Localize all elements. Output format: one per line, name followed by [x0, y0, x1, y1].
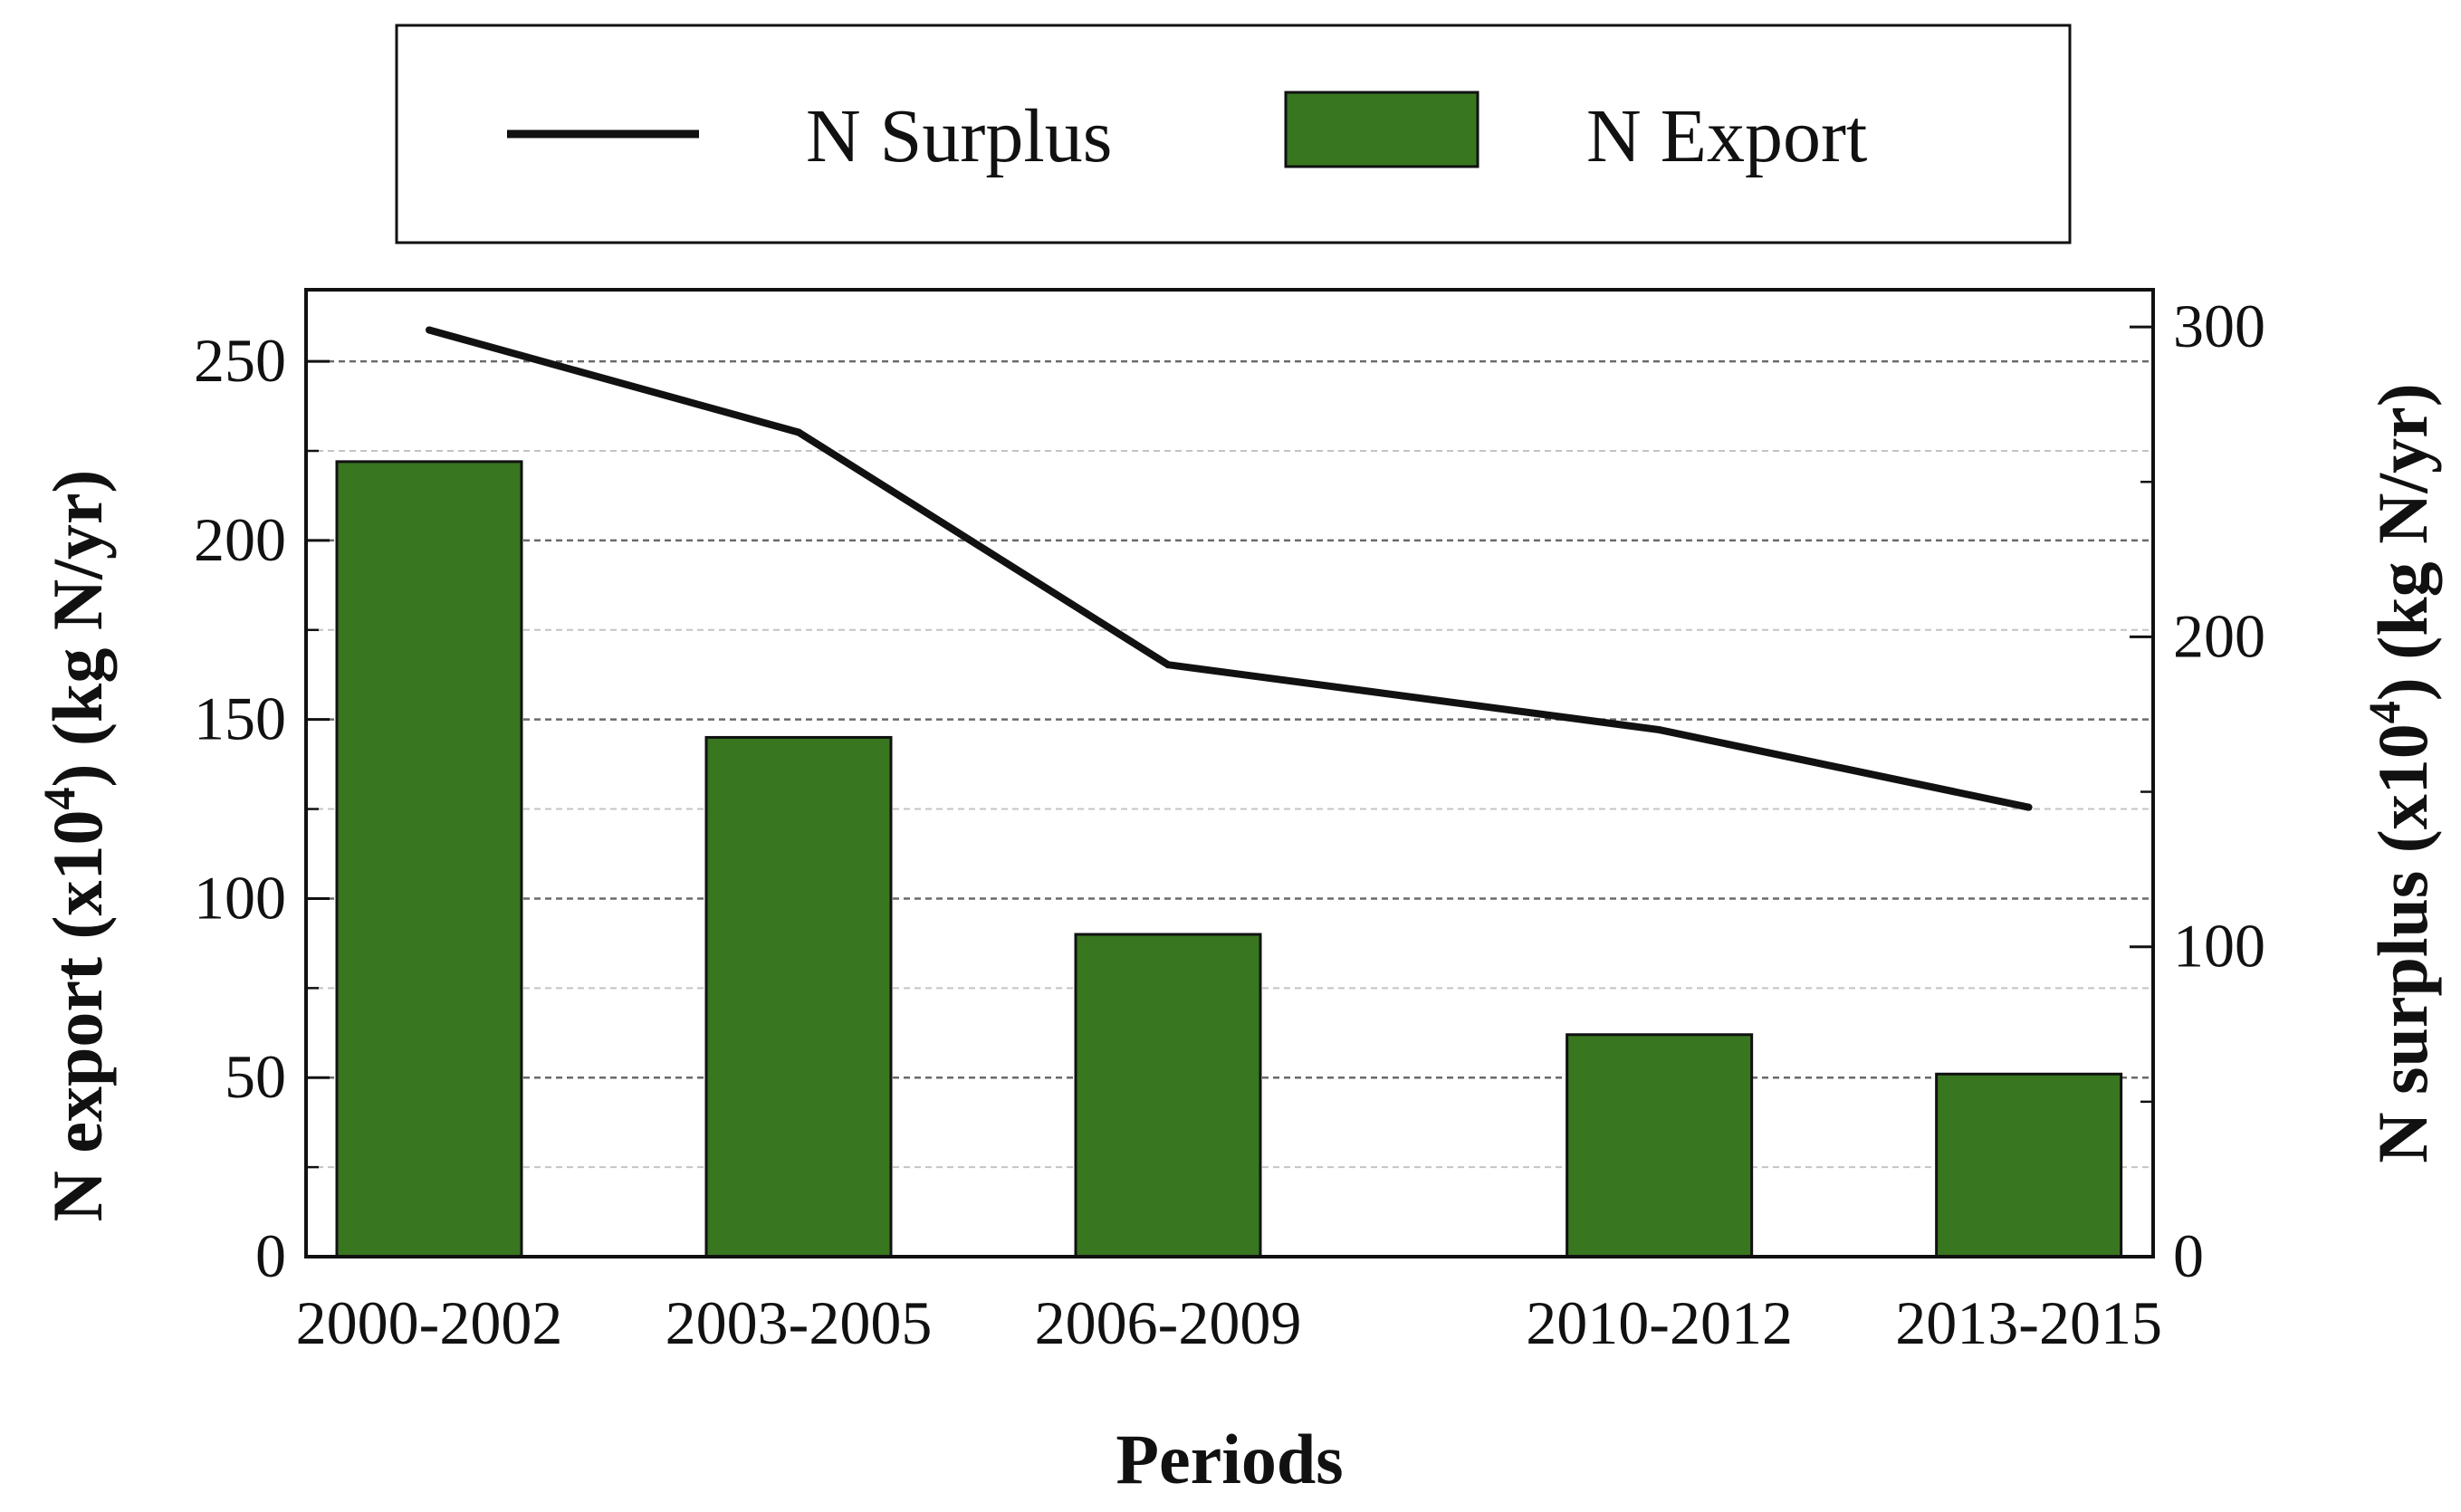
left-tick-label: 250: [194, 326, 286, 395]
left-axis-title: N export (x104) (kg N/yr): [34, 470, 117, 1222]
right-axis-title-suffix: ) (kg N/yr): [2363, 383, 2442, 701]
right-tick-label: 100: [2173, 912, 2265, 981]
left-tick-label: 50: [225, 1042, 286, 1111]
x-axis-title: Periods: [1116, 1420, 1343, 1498]
bars: [335, 460, 2123, 1258]
left-tick-label: 150: [194, 684, 286, 753]
bar-n-export-2010-2012: [1566, 1033, 1754, 1258]
x-tick-label: 2006-2009: [1035, 1288, 1302, 1357]
x-tick-label: 2000-2002: [296, 1288, 563, 1357]
point-n-surplus-2010-2012: [1655, 726, 1663, 734]
x-tick-label: 2003-2005: [666, 1288, 933, 1357]
surplus-line-group: [426, 326, 2033, 811]
x-axis: 2000-2002 2003-2005 2006-2009 2010-2012 2013…: [296, 1288, 2162, 1357]
right-tick-label: 0: [2173, 1221, 2204, 1290]
plot-frame: [304, 288, 2155, 1258]
point-n-surplus-2006-2009: [1164, 661, 1172, 669]
bar-n-export-2003-2005: [704, 735, 893, 1258]
left-axis-title-suffix: ) (kg N/yr): [38, 470, 117, 788]
bar-n-export-2000-2002: [335, 460, 523, 1258]
right-axis: 0 100 200 300: [2130, 292, 2265, 1290]
left-tick-label: 100: [194, 863, 286, 932]
right-tick-label: 300: [2173, 292, 2265, 360]
left-axis-title-prefix: N export (x10: [38, 810, 117, 1222]
left-axis: 0 50 100 150 200 250: [194, 326, 330, 1290]
right-axis-title-prefix: N surplus (x10: [2363, 723, 2442, 1163]
left-tick-label: 200: [194, 505, 286, 574]
x-tick-label: 2013-2015: [1895, 1288, 2162, 1357]
bar-n-export-2013-2015: [1935, 1072, 2123, 1258]
legend-label-n-surplus: N Surplus: [806, 94, 1112, 178]
legend-label-n-export: N Export: [1586, 94, 1867, 178]
bar-n-export-2006-2009: [1074, 933, 1262, 1258]
left-tick-label: 0: [255, 1221, 286, 1290]
point-n-surplus-2003-2005: [795, 428, 802, 436]
legend-swatch-n-export: [1284, 91, 1479, 168]
point-n-surplus-2013-2015: [2025, 803, 2033, 811]
right-tick-label: 200: [2173, 601, 2265, 670]
point-n-surplus-2000-2002: [426, 326, 433, 334]
line-n-surplus: [427, 326, 2030, 811]
right-axis-title-superscript: 4: [2359, 701, 2409, 723]
right-axis-title: N surplus (x104) (kg N/yr): [2359, 383, 2442, 1163]
left-axis-title-superscript: 4: [34, 788, 84, 810]
x-tick-label: 2010-2012: [1526, 1288, 1793, 1357]
legend: N Surplus N Export: [395, 24, 2072, 244]
